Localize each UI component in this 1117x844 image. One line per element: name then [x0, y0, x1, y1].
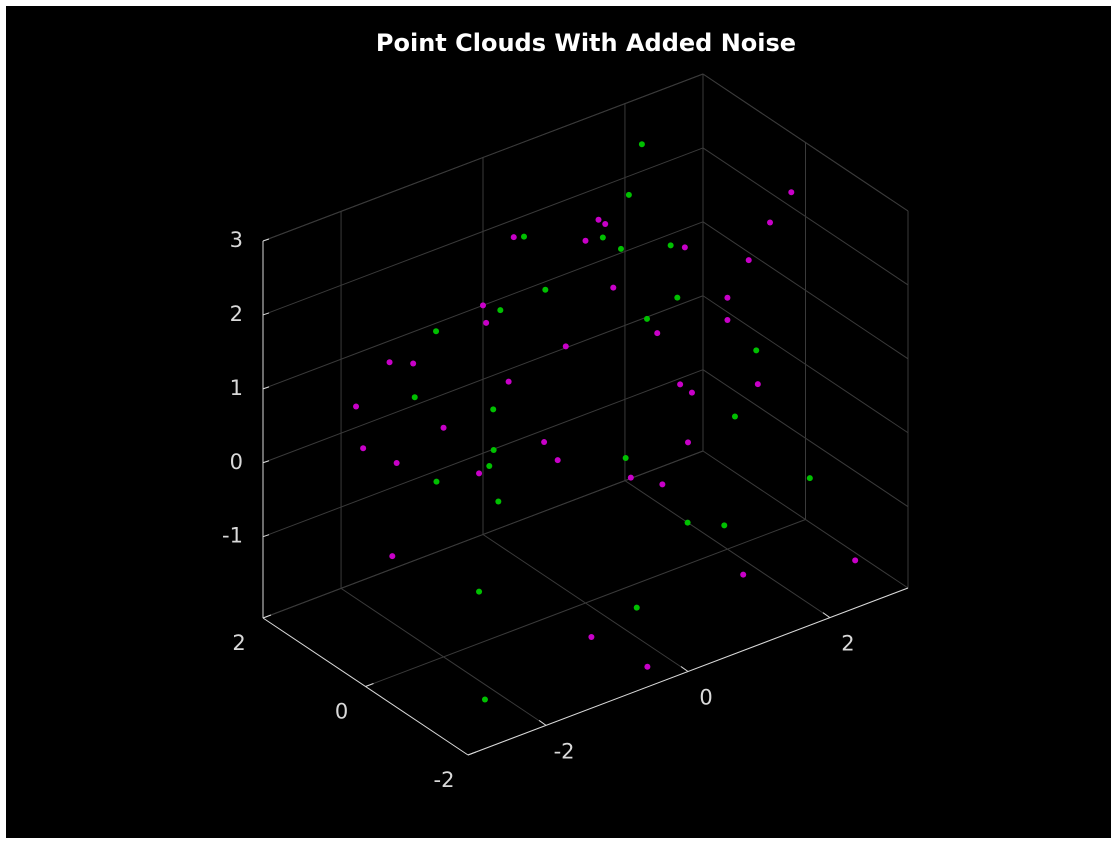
- point: [602, 220, 609, 227]
- point: [490, 447, 497, 454]
- x-tick: [822, 612, 831, 619]
- point: [510, 234, 517, 241]
- y-tick: [365, 683, 374, 687]
- point: [633, 604, 640, 611]
- point: [667, 242, 674, 249]
- point: [654, 330, 661, 337]
- point: [625, 191, 632, 198]
- point: [599, 234, 606, 241]
- point: [721, 522, 728, 529]
- point: [659, 481, 666, 488]
- point: [360, 445, 367, 452]
- point: [588, 633, 595, 640]
- point: [644, 315, 650, 322]
- y-tick: [467, 751, 477, 756]
- z-tick-label: -1: [222, 524, 243, 548]
- point: [731, 413, 738, 420]
- point: [681, 244, 688, 251]
- z-tick: [262, 312, 270, 316]
- point: [554, 457, 561, 464]
- chart-title: Point Clouds With Added Noise: [376, 29, 796, 57]
- y-tick-label: -2: [434, 768, 455, 792]
- point: [754, 381, 761, 388]
- grid-line: [702, 73, 909, 212]
- point: [476, 470, 483, 477]
- point: [353, 403, 360, 410]
- point: [753, 347, 760, 354]
- background: [6, 6, 1111, 838]
- grid-line: [262, 73, 704, 242]
- y-tick-label: 2: [232, 631, 245, 655]
- point: [497, 307, 504, 314]
- z-tick-label: 0: [230, 450, 243, 474]
- point: [541, 439, 548, 446]
- point: [486, 463, 493, 470]
- point: [627, 474, 634, 481]
- grid-line: [262, 369, 704, 538]
- x-tick-label: -2: [554, 739, 575, 763]
- grid-line: [702, 369, 909, 508]
- point: [433, 478, 440, 485]
- point: [644, 663, 651, 670]
- point: [490, 406, 497, 413]
- point: [386, 359, 393, 366]
- z-tick-label: 1: [230, 376, 243, 400]
- x-tick: [538, 719, 547, 726]
- z-tick-label: 3: [230, 228, 243, 252]
- point: [677, 381, 684, 388]
- z-tick: [262, 534, 270, 538]
- point: [740, 571, 747, 578]
- point: [767, 219, 774, 226]
- z-tick: [262, 238, 270, 242]
- grid-line: [365, 519, 806, 687]
- point: [674, 294, 681, 301]
- point: [724, 316, 731, 323]
- point: [440, 424, 447, 431]
- y-tick: [262, 614, 272, 619]
- x-tick-label: 2: [841, 632, 854, 656]
- point: [480, 302, 486, 309]
- point: [788, 189, 795, 196]
- point: [481, 696, 488, 703]
- point: [411, 394, 418, 401]
- z-tick: [262, 386, 270, 390]
- point: [685, 439, 691, 446]
- point: [389, 553, 396, 560]
- point: [483, 319, 490, 326]
- point: [542, 286, 549, 293]
- grid-line: [262, 147, 704, 316]
- point: [684, 519, 691, 526]
- point: [410, 360, 417, 367]
- point: [595, 216, 602, 223]
- point: [724, 294, 731, 301]
- point: [476, 588, 483, 595]
- grid-line: [702, 221, 909, 360]
- y-tick-label: 0: [335, 700, 348, 724]
- point: [433, 328, 440, 335]
- point: [617, 245, 624, 252]
- point: [495, 498, 502, 505]
- grid-line: [702, 147, 909, 286]
- grid-line: [262, 295, 704, 464]
- point: [852, 557, 859, 564]
- point: [582, 237, 589, 244]
- point: [521, 233, 527, 240]
- z-tick-label: 2: [230, 302, 243, 326]
- grid-line: [702, 295, 909, 434]
- point: [610, 284, 617, 291]
- point: [638, 141, 645, 148]
- point: [562, 343, 569, 350]
- x-tick-label: 0: [699, 686, 712, 710]
- point: [505, 378, 512, 385]
- x-tick: [680, 666, 689, 672]
- point: [393, 460, 400, 467]
- point: [622, 454, 629, 461]
- point: [806, 475, 813, 482]
- z-tick: [262, 460, 270, 464]
- point: [688, 389, 695, 396]
- point: [745, 257, 752, 264]
